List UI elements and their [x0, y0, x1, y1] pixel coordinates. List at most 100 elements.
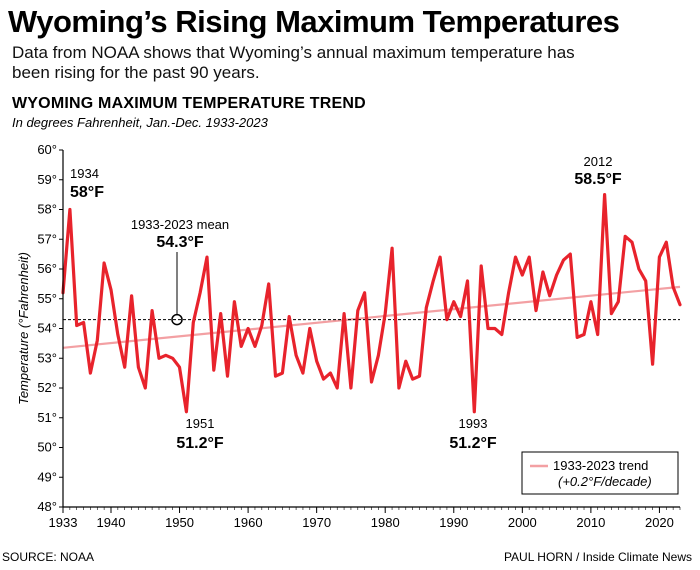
y-tick-label: 50° — [37, 440, 57, 455]
data-point — [350, 387, 352, 389]
data-point — [254, 345, 256, 347]
x-tick-label: 1970 — [302, 515, 331, 530]
data-point — [220, 313, 222, 315]
data-point — [405, 360, 407, 362]
data-point — [199, 292, 201, 294]
x-tick-label: 1980 — [371, 515, 400, 530]
x-tick-label: 1940 — [97, 515, 126, 530]
trend-line — [62, 285, 681, 349]
data-point — [508, 292, 510, 294]
data-point — [672, 286, 674, 288]
data-point — [679, 304, 681, 306]
data-point — [398, 387, 400, 389]
y-tick-label: 54° — [37, 321, 57, 336]
x-tick-label: 1960 — [234, 515, 263, 530]
y-tick-label: 59° — [37, 172, 57, 187]
data-point — [185, 411, 187, 413]
annotation-year: 2012 — [584, 154, 613, 169]
data-point — [425, 307, 427, 309]
data-point — [343, 313, 345, 315]
data-point — [247, 327, 249, 330]
data-point — [124, 366, 126, 368]
data-point — [274, 375, 277, 377]
y-tick-label: 58° — [37, 202, 57, 217]
legend-box — [521, 451, 679, 495]
data-point — [322, 378, 325, 380]
data-point — [535, 310, 537, 312]
data-point — [418, 375, 421, 377]
data-point — [76, 324, 78, 327]
data-point — [281, 372, 283, 374]
data-point — [144, 387, 146, 389]
x-tick-label: 2000 — [508, 515, 537, 530]
data-point — [460, 316, 462, 318]
data-point — [514, 256, 517, 258]
data-point — [597, 333, 599, 336]
data-point — [226, 375, 229, 377]
dek: Data from NOAA shows that Wyoming’s annu… — [12, 43, 575, 82]
x-tick-label: 2010 — [576, 515, 605, 530]
data-point — [172, 357, 174, 359]
data-point — [610, 313, 613, 315]
y-tick-label: 53° — [37, 350, 57, 365]
data-point — [638, 268, 640, 270]
data-point — [521, 274, 523, 276]
data-point — [494, 327, 496, 330]
chart-subtitle: In degrees Fahrenheit, Jan.-Dec. 1933-20… — [12, 115, 268, 130]
trend-layer — [62, 285, 681, 349]
x-tick-label: 2020 — [645, 515, 674, 530]
data-point — [528, 256, 530, 258]
annotation-layer: 1934 58°F 1951 51.2°F 1993 51.2°F 2012 58.5°F 19… — [70, 154, 622, 452]
data-point — [473, 411, 475, 413]
x-tick-label: 1950 — [165, 515, 194, 530]
data-point — [624, 235, 626, 237]
annotation-value: 51.2°F — [449, 435, 497, 452]
y-tick-label: 49° — [37, 469, 57, 484]
data-point — [336, 387, 338, 389]
data-point — [549, 295, 551, 297]
data-point — [617, 301, 619, 303]
headline: Wyoming’s Rising Maximum Temperatures — [8, 4, 620, 39]
chart-title: WYOMING MAXIMUM TEMPERATURE TREND — [12, 95, 366, 112]
data-point — [206, 256, 208, 258]
data-point — [295, 354, 297, 356]
data-point — [466, 280, 469, 282]
data-point — [556, 274, 558, 276]
data-point — [562, 259, 565, 261]
data-point — [83, 321, 85, 324]
data-point — [233, 301, 235, 303]
legend-sublabel: (+0.2°F/decade) — [558, 474, 652, 489]
data-point — [131, 295, 133, 297]
data-point — [240, 345, 242, 347]
annotation-year: 1951 — [186, 416, 215, 431]
data-point — [583, 333, 585, 336]
data-point — [117, 333, 119, 336]
data-point — [302, 372, 304, 374]
data-point — [590, 301, 592, 303]
mean-label: 1933-2023 mean — [131, 217, 229, 232]
data-point — [487, 327, 489, 330]
data-point — [446, 319, 448, 321]
x-tick-label: 1990 — [439, 515, 468, 530]
mean-value-label: 54.3°F — [156, 234, 204, 251]
data-point — [165, 354, 167, 356]
data-point — [370, 381, 373, 383]
data-point — [103, 262, 105, 264]
y-tick-label: 57° — [37, 231, 57, 246]
data-point — [453, 301, 455, 303]
y-tick-label: 48° — [37, 499, 57, 514]
data-point — [329, 372, 331, 374]
data-point — [151, 310, 153, 312]
y-tick-label: 52° — [37, 380, 57, 395]
data-point — [658, 256, 661, 258]
x-tick-label: 1933 — [49, 515, 78, 530]
data-point — [631, 241, 633, 243]
data-point — [665, 241, 667, 243]
data-point — [213, 369, 215, 371]
data-point — [137, 366, 139, 368]
data-point — [501, 333, 503, 336]
y-axis-title: Temperature (°Fahrenheit) — [16, 252, 31, 405]
data-point — [377, 354, 379, 356]
data-point — [480, 265, 482, 267]
